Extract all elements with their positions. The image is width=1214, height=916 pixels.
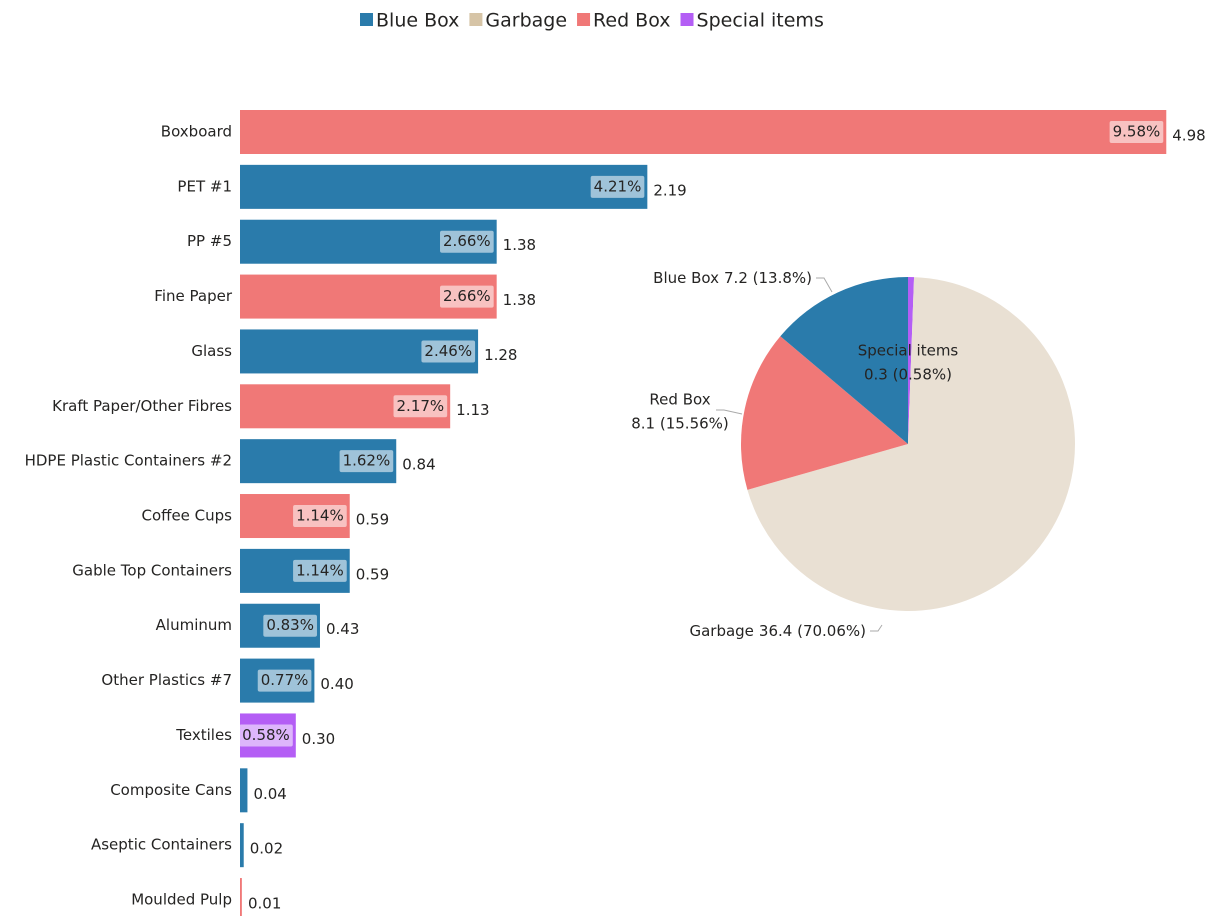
- pie-slice: [741, 336, 908, 490]
- pie-value-label: 8.1 (15.56%): [631, 415, 729, 433]
- share-label: 1.14%: [296, 507, 344, 525]
- pie-category-label: Blue Box: [653, 269, 719, 287]
- legend-swatch: [680, 13, 694, 26]
- share-label-bg: [421, 340, 476, 363]
- bar: [240, 110, 1167, 154]
- value-label: 0.59: [356, 565, 389, 583]
- share-label-bg: [440, 230, 494, 253]
- pie-label: Garbage 36.4 (70.06%): [689, 622, 866, 640]
- share-label: 2.17%: [397, 397, 445, 415]
- share-label: 2.46%: [424, 342, 472, 360]
- legend-swatch: [577, 13, 591, 26]
- category-label: PET #1: [177, 177, 232, 195]
- category-label: Gable Top Containers: [72, 561, 232, 579]
- category-label: Glass: [191, 342, 232, 360]
- share-label-bg: [1109, 121, 1164, 143]
- share-label: 2.66%: [443, 287, 491, 305]
- leader-line: [716, 409, 743, 415]
- legend-swatch: [360, 13, 373, 26]
- value-label: 0.43: [326, 620, 359, 638]
- share-label: 2.66%: [443, 232, 491, 250]
- bar: [240, 164, 648, 209]
- category-label: HDPE Plastic Containers #2: [25, 452, 232, 470]
- value-label: 1.38: [503, 236, 536, 254]
- share-label: 0.77%: [261, 671, 309, 689]
- share-label-bg: [257, 669, 312, 692]
- category-label: Aseptic Containers: [91, 836, 232, 854]
- category-label: Kraft Paper/Other Fibres: [52, 397, 232, 415]
- value-label: 0.40: [320, 675, 353, 693]
- share-label: 4.21%: [594, 177, 642, 195]
- category-label: Moulded Pulp: [131, 891, 232, 909]
- category-label: Composite Cans: [110, 781, 232, 799]
- category-label: Textiles: [175, 726, 232, 744]
- legend-label: Garbage: [485, 10, 567, 32]
- pie-category-label: Red Box: [649, 391, 710, 409]
- bar: [240, 878, 242, 916]
- bar: [240, 768, 248, 813]
- pie-category-label: Special items: [858, 342, 959, 360]
- legend: Blue Box Garbage Red Box Special items: [360, 10, 824, 32]
- share-label-bg: [293, 559, 347, 582]
- value-label: 1.13: [456, 401, 489, 419]
- share-label: 0.83%: [266, 616, 314, 634]
- pie-slice: [908, 277, 915, 444]
- leader-line: [870, 624, 883, 632]
- category-label: Other Plastics #7: [101, 671, 232, 689]
- pie-category-label: Garbage: [689, 622, 753, 640]
- value-label: 0.84: [402, 456, 435, 474]
- leader-line: [816, 277, 833, 293]
- value-label: 1.28: [484, 346, 517, 364]
- share-label-bg: [590, 175, 645, 198]
- value-label: 0.01: [248, 895, 281, 913]
- category-label: PP #5: [187, 232, 232, 250]
- share-label: 0.58%: [242, 726, 290, 744]
- bar: [240, 823, 244, 868]
- share-label-bg: [239, 724, 293, 747]
- value-label: 0.02: [250, 840, 283, 858]
- value-label: 4.98: [1172, 127, 1205, 145]
- legend-label: Blue Box: [376, 10, 459, 32]
- share-label: 1.14%: [296, 561, 344, 579]
- pie-value-label: 0.3 (0.58%): [864, 366, 952, 384]
- category-label: Fine Paper: [154, 287, 233, 305]
- share-label-bg: [339, 450, 394, 473]
- share-label-bg: [293, 505, 347, 528]
- share-label: 1.62%: [343, 452, 391, 470]
- share-label-bg: [263, 614, 317, 637]
- category-label: Coffee Cups: [141, 507, 232, 525]
- share-label-bg: [393, 395, 448, 418]
- value-label: 1.38: [503, 291, 536, 309]
- pie-slice: [747, 277, 1075, 612]
- pie-label: Blue Box 7.2 (13.8%): [653, 269, 812, 287]
- pie-slice: [780, 277, 908, 444]
- category-label: Boxboard: [161, 123, 232, 141]
- value-label: 0.04: [253, 785, 286, 803]
- legend-swatch: [469, 13, 483, 26]
- value-label: 0.30: [302, 730, 335, 748]
- legend-label: Red Box: [593, 10, 670, 32]
- share-label: 9.58%: [1113, 123, 1161, 141]
- legend-label: Special items: [697, 10, 824, 32]
- pie-value-label: 36.4 (70.06%): [759, 622, 866, 640]
- value-label: 0.59: [356, 511, 389, 529]
- share-label-bg: [440, 285, 494, 308]
- category-label: Aluminum: [156, 616, 232, 634]
- pie-value-label: 7.2 (13.8%): [724, 269, 812, 287]
- value-label: 2.19: [653, 181, 686, 199]
